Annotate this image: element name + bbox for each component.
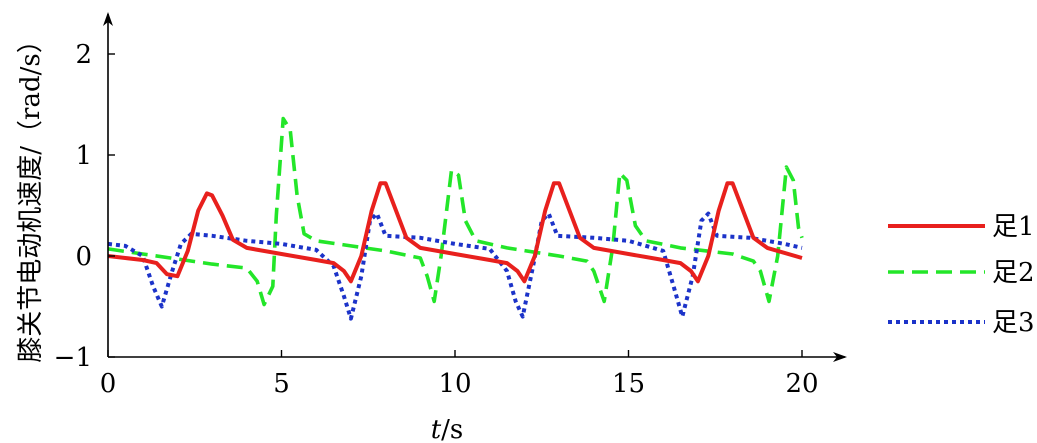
- series-line-2: [107, 116, 804, 307]
- y-tick-label: 2: [75, 40, 92, 70]
- y-tick-label: 1: [75, 141, 92, 171]
- y-axis-label: 膝关节电动机速度/（rad/s）: [16, 27, 46, 362]
- legend-label-3: 足3: [992, 308, 1035, 338]
- y-tick-label: −1: [54, 343, 92, 373]
- x-tick-label: 15: [612, 369, 645, 399]
- series-line-3: [107, 211, 803, 321]
- legend-label-1: 足1: [992, 212, 1035, 242]
- series-line-1: [107, 181, 803, 284]
- x-axis-label-unit: /s: [441, 415, 463, 443]
- ticks: 0 5 10 15 20 −1 0 1 2: [54, 40, 819, 399]
- x-axis-label-italic: t: [431, 415, 442, 443]
- legend: 足1 足2 足3: [888, 212, 1035, 338]
- plot-lines: [107, 116, 804, 321]
- y-tick-label: 0: [75, 242, 92, 272]
- legend-label-2: 足2: [992, 258, 1035, 288]
- x-tick-label: 5: [273, 369, 290, 399]
- axes: [103, 12, 847, 362]
- x-tick-label: 10: [438, 369, 471, 399]
- x-tick-label: 20: [785, 369, 818, 399]
- x-axis-label: t/s: [431, 415, 464, 443]
- x-tick-label: 0: [100, 369, 117, 399]
